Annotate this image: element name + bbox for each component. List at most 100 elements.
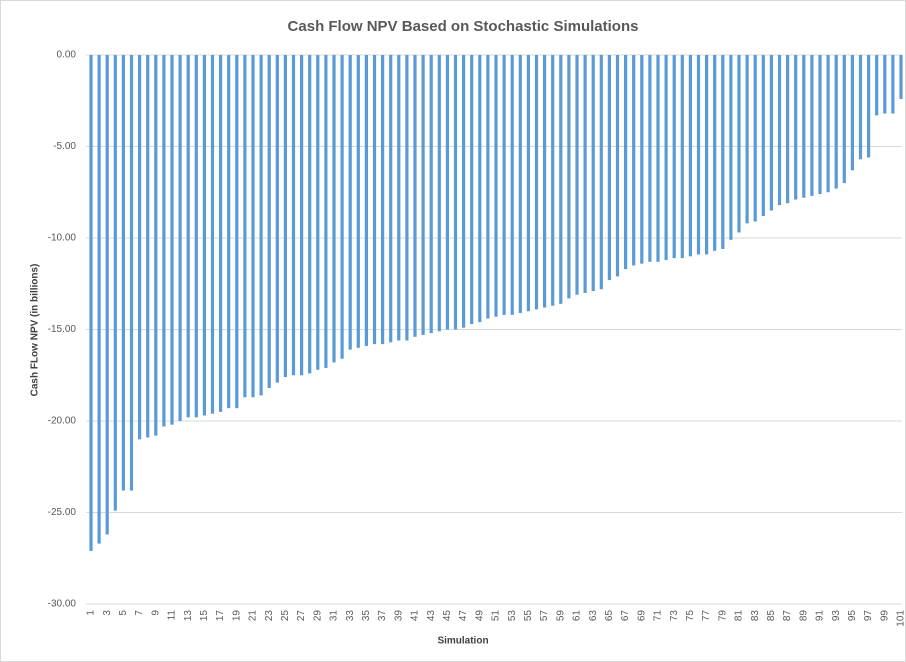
bar: [202, 55, 206, 416]
bar: [607, 55, 611, 281]
bar: [777, 55, 782, 206]
bar: [332, 55, 336, 363]
x-tick-label: 43: [426, 610, 437, 622]
bar: [267, 55, 271, 389]
bar: [696, 55, 701, 255]
bar: [551, 55, 555, 306]
x-tick-label: 63: [588, 610, 599, 622]
y-tick-label: 0.00: [57, 50, 77, 61]
x-tick-label: 31: [329, 610, 340, 622]
chart-title: Cash Flow NPV Based on Stochastic Simula…: [288, 18, 639, 35]
bar: [308, 55, 312, 374]
bar: [154, 55, 158, 436]
bar: [429, 55, 433, 334]
bar: [583, 55, 587, 293]
x-tick-label: 79: [717, 610, 728, 622]
bar: [858, 55, 863, 160]
bar: [405, 55, 409, 341]
bar: [850, 55, 854, 171]
bar: [810, 55, 814, 196]
bar: [526, 55, 530, 312]
x-tick-label: 99: [879, 610, 890, 622]
bar: [356, 55, 360, 348]
bar: [97, 55, 101, 544]
x-tick-label: 5: [118, 610, 129, 616]
x-tick-label: 51: [491, 610, 502, 622]
bar: [259, 55, 263, 396]
bar: [510, 55, 514, 315]
y-tick-label: -10.00: [48, 233, 77, 244]
x-tick-label: 95: [847, 610, 858, 622]
x-tick-label: 39: [393, 610, 404, 622]
bar: [834, 55, 838, 189]
bar: [688, 55, 692, 257]
x-tick-label: 81: [734, 610, 745, 622]
bar: [210, 55, 215, 414]
bar: [721, 55, 725, 249]
bar: [664, 55, 668, 260]
x-tick-label: 45: [442, 610, 453, 622]
bar: [875, 55, 879, 116]
x-tick-label: 41: [410, 610, 421, 622]
x-tick-label: 67: [620, 610, 631, 622]
bar: [275, 55, 279, 383]
bar: [243, 55, 247, 398]
bar: [567, 55, 571, 299]
bar: [105, 55, 109, 535]
bar: [883, 55, 887, 114]
bar: [769, 55, 773, 211]
x-tick-label: 19: [231, 610, 242, 622]
bar: [753, 55, 757, 222]
bar: [462, 55, 466, 328]
x-tick-label: 17: [215, 610, 226, 622]
bar: [640, 55, 644, 264]
bar: [818, 55, 822, 195]
bar: [413, 55, 417, 337]
bar: [194, 55, 198, 418]
bar: [437, 55, 441, 332]
x-tick-label: 83: [750, 610, 761, 622]
bar: [138, 55, 142, 440]
x-axis-title: Simulation: [437, 636, 488, 647]
bar: [826, 55, 830, 193]
bar: [543, 55, 547, 308]
x-tick-label: 25: [280, 610, 291, 622]
bar: [867, 55, 871, 158]
bar: [291, 55, 296, 376]
x-tick-label: 59: [555, 610, 566, 622]
y-tick-label: -25.00: [48, 507, 77, 518]
bar: [761, 55, 765, 217]
x-tick-label: 49: [474, 610, 485, 622]
bar: [478, 55, 482, 323]
bar: [186, 55, 190, 418]
x-tick-label: 23: [264, 610, 275, 622]
x-tick-label: 27: [296, 610, 307, 622]
bar: [227, 55, 231, 409]
bar: [713, 55, 717, 251]
bar: [121, 55, 125, 491]
bar: [502, 55, 506, 315]
x-tick-label: 61: [572, 610, 583, 622]
bar: [129, 55, 134, 491]
bar: [486, 55, 490, 319]
x-tick-label: 93: [831, 610, 842, 622]
bar: [494, 55, 498, 317]
bar: [672, 55, 676, 259]
x-tick-label: 87: [782, 610, 793, 622]
bar: [170, 55, 174, 425]
bar: [219, 55, 223, 412]
bar: [283, 55, 287, 378]
bar: [591, 55, 595, 292]
bar: [632, 55, 636, 266]
x-tick-label: 11: [167, 610, 178, 621]
x-tick-label: 21: [248, 610, 259, 622]
bar: [624, 55, 628, 270]
bar: [364, 55, 368, 346]
x-tick-label: 101: [896, 610, 906, 627]
bar: [300, 55, 304, 376]
x-tick-label: 73: [669, 610, 680, 622]
bar: [599, 55, 603, 290]
x-tick-label: 15: [199, 610, 210, 622]
bar: [162, 55, 166, 427]
